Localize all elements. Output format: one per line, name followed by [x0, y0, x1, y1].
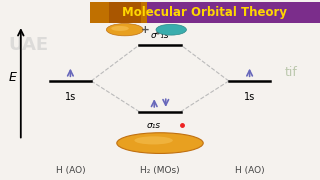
Text: Molecular Orbital Theory: Molecular Orbital Theory [122, 6, 287, 19]
Bar [90, 2, 147, 22]
Text: UAE: UAE [9, 36, 49, 54]
Ellipse shape [111, 26, 129, 31]
Text: σ*₁s: σ*₁s [151, 31, 169, 40]
Text: 1s: 1s [65, 92, 76, 102]
Text: H₂ (MOs): H₂ (MOs) [140, 166, 180, 175]
Ellipse shape [117, 133, 203, 153]
Text: H (AO): H (AO) [56, 166, 85, 175]
Ellipse shape [106, 24, 143, 36]
Text: E: E [9, 71, 17, 84]
Text: 1s: 1s [244, 92, 255, 102]
Bar [90, 2, 320, 22]
Text: H (AO): H (AO) [235, 166, 264, 175]
Bar [109, 2, 141, 22]
Ellipse shape [134, 136, 173, 144]
Text: σ₁s: σ₁s [147, 121, 161, 130]
Ellipse shape [156, 24, 186, 35]
Text: tif: tif [285, 66, 298, 78]
Text: +: + [141, 25, 150, 35]
